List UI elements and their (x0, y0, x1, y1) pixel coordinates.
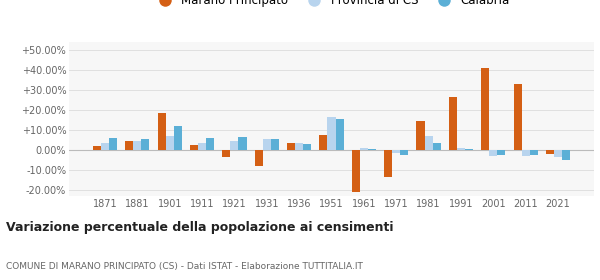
Bar (303, 144, 311, 150)
Bar (230, 141, 238, 150)
Bar (465, 149, 473, 150)
Bar (166, 136, 174, 150)
Bar (368, 149, 376, 150)
Bar (335, 119, 344, 150)
Bar (562, 150, 570, 160)
Bar (198, 143, 206, 150)
Bar (425, 136, 433, 150)
Bar (174, 126, 182, 150)
Bar (295, 143, 303, 150)
Bar (93, 146, 101, 150)
Text: COMUNE DI MARANO PRINCIPATO (CS) - Dati ISTAT - Elaborazione TUTTITALIA.IT: COMUNE DI MARANO PRINCIPATO (CS) - Dati … (6, 262, 363, 271)
Bar (554, 150, 562, 157)
Bar (521, 150, 530, 156)
Legend: Marano Principato, Provincia di CS, Calabria: Marano Principato, Provincia di CS, Cala… (148, 0, 515, 12)
Bar (449, 97, 457, 150)
Bar (271, 139, 279, 150)
Bar (384, 150, 392, 177)
Bar (514, 84, 521, 150)
Bar (133, 141, 142, 150)
Bar (433, 143, 441, 150)
Bar (254, 150, 263, 166)
Bar (222, 150, 230, 157)
Bar (101, 143, 109, 150)
Bar (457, 148, 465, 150)
Bar (109, 138, 117, 150)
Bar (158, 113, 166, 150)
Bar (497, 150, 505, 155)
Bar (416, 121, 425, 150)
Bar (287, 143, 295, 150)
Bar (125, 141, 133, 150)
Bar (489, 150, 497, 156)
Bar (319, 135, 328, 150)
Bar (190, 145, 198, 150)
Bar (238, 137, 247, 150)
Bar (328, 117, 335, 150)
Bar (206, 138, 214, 150)
Bar (352, 150, 360, 192)
Bar (142, 139, 149, 150)
Bar (546, 150, 554, 154)
Bar (530, 150, 538, 155)
Bar (481, 68, 489, 150)
Bar (263, 139, 271, 150)
Text: Variazione percentuale della popolazione ai censimenti: Variazione percentuale della popolazione… (6, 221, 394, 234)
Bar (392, 150, 400, 153)
Bar (400, 150, 409, 155)
Bar (360, 148, 368, 150)
